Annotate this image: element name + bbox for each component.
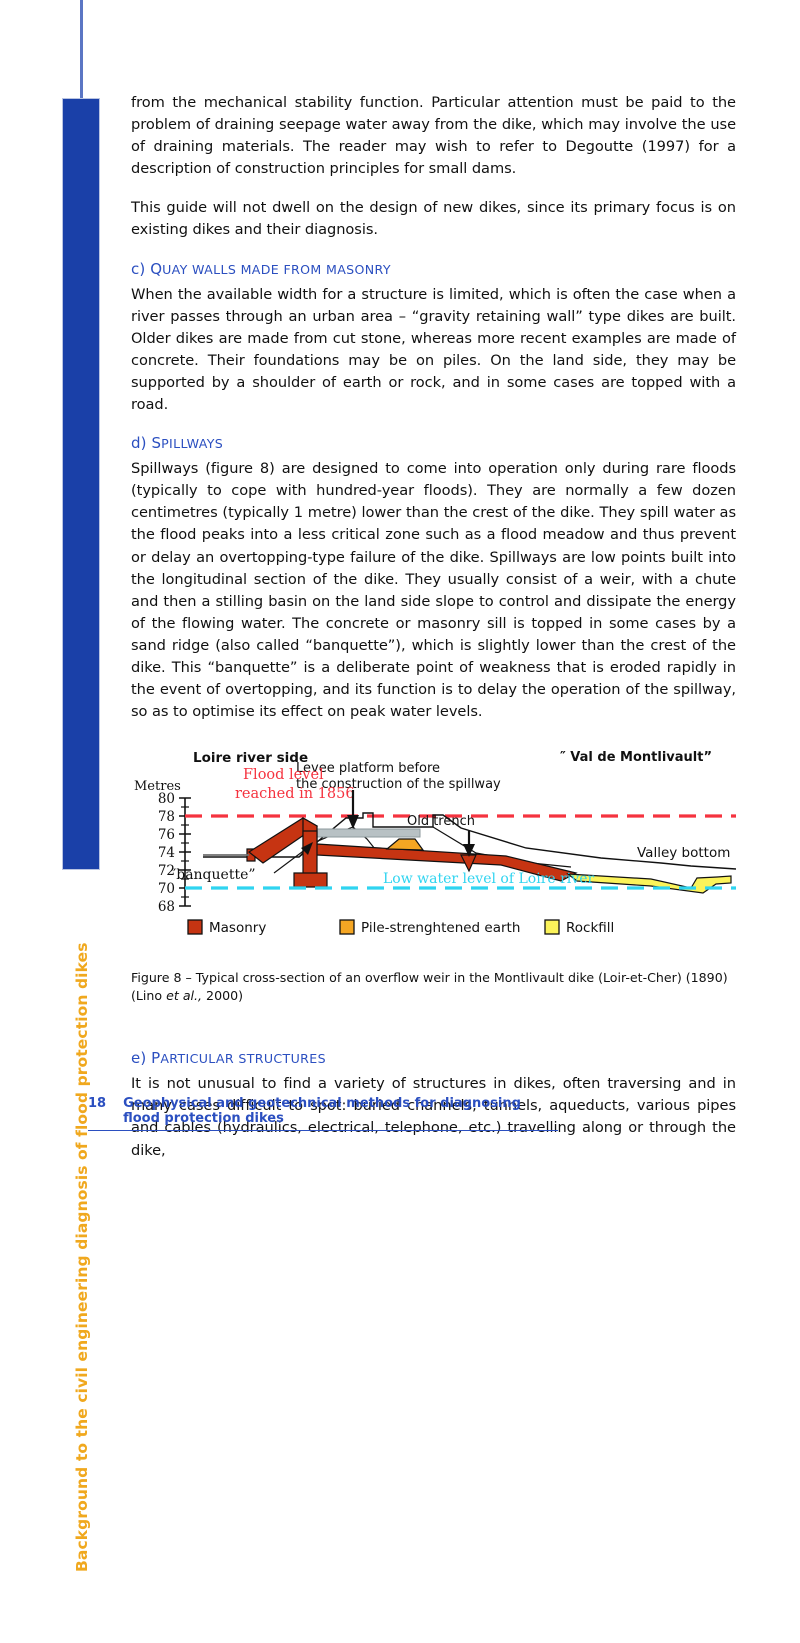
running-head-tab: Background to the civil engineering diag… [62,98,100,1572]
masonry-footing [293,872,328,888]
page-footer: 18 Geophysical and geotechnical methods … [88,1096,558,1131]
label-low-water-level: Low water level of Loire river [383,871,594,887]
svg-text:76: 76 [158,827,175,843]
svg-text:68: 68 [158,899,175,915]
page-number: 18 [88,1096,107,1111]
axis-unit-label: Metres [134,779,181,794]
label-loire-river-side: Loire river side [193,750,308,766]
figure-caption-italic: et al., [166,988,203,1004]
legend-swatch-rockfill [544,919,560,935]
legend-swatch-pile-strengthened-earth [339,919,355,935]
masonry-vertical-pier [302,830,318,876]
figure-caption-tail: 2000) [202,988,244,1004]
legend-label-rockfill: Rockfill [566,920,614,936]
legend-label-masonry: Masonry [209,920,266,936]
figure-caption: Figure 8 – Typical cross-section of an o… [131,969,736,1005]
legend-swatch-masonry [187,919,203,935]
paragraph-1: from the mechanical stability function. … [131,94,736,178]
levee-platform-slab [315,828,421,838]
svg-text:72: 72 [158,863,175,879]
heading-c-label: c) [131,259,146,278]
heading-spillways: d) Spillways [131,434,736,452]
label-flood-level-line2: reached in 1856 [235,786,355,802]
svg-text:78: 78 [158,809,175,825]
svg-text:74: 74 [158,845,175,861]
heading-c-rest: uay walls made from masonry [162,261,391,277]
heading-c-initial: Q [150,259,163,278]
heading-e-rest: articular structures [160,1051,326,1067]
heading-d-label: d) [131,434,147,453]
running-head-text: Background to the civil engineering diag… [73,942,91,1572]
page-content: from the mechanical stability function. … [131,92,736,1162]
label-banquette: ″banquette” [171,867,256,883]
paragraph-3: When the available width for a structure… [131,285,736,414]
figure-legend: Masonry Pile-strenghtened earth Rockfill [187,919,614,936]
pile-strengthened-earth-zone [385,838,425,851]
heading-e-label: e) [131,1049,147,1068]
figure-8: Loire river side ″ Val de Montlivault” L… [131,745,736,955]
banquette-leader-line [273,848,307,874]
paragraph-2: This guide will not dwell on the design … [131,199,736,239]
platform-arrow-head [347,815,359,830]
legend-label-pile-strengthened-earth: Pile-strenghtened earth [361,920,520,936]
heading-quay-walls: c) Quay walls made from masonry [131,260,736,278]
label-valley-bottom: Valley bottom [637,845,730,861]
label-levee-platform-line2: the construction of the spillway [296,777,501,792]
heading-d-initial: S [151,434,162,453]
figure-caption-main: Figure 8 – Typical cross-section of an o… [131,970,728,1004]
label-levee-platform-line1: Levee platform before [296,761,440,776]
paragraph-5: It is not unusual to find a variety of s… [131,1075,736,1159]
cross-section-diagram: Loire river side ″ Val de Montlivault” L… [134,750,736,936]
old-trench-arrow-head [463,844,475,858]
y-axis-tick-labels: 80 78 76 74 72 70 68 [158,791,175,915]
heading-d-rest: pillways [161,436,224,452]
label-val-de-montlivault: ″ Val de Montlivault” [560,750,712,765]
label-old-trench: Old trench [407,814,475,829]
footer-running-title: Geophysical and geotechnical methods for… [123,1096,521,1126]
svg-text:80: 80 [158,791,175,807]
y-axis-minor-ticks [181,806,189,898]
paragraph-4: Spillways (figure 8) are designed to com… [131,460,736,721]
heading-particular-structures: e) Particular structures [131,1049,736,1067]
svg-text:70: 70 [158,881,175,897]
margin-rule [80,0,83,100]
heading-e-initial: P [151,1049,161,1068]
banquette-arrow-head [301,842,313,856]
label-flood-level-line1: Flood level [243,767,324,783]
